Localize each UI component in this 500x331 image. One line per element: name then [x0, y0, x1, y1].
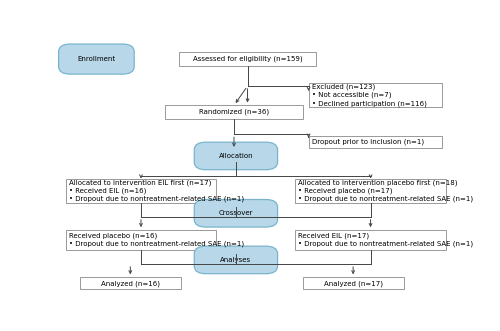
FancyBboxPatch shape: [66, 230, 216, 250]
FancyBboxPatch shape: [194, 246, 278, 274]
Text: Received placebo (n=16)
• Dropout due to nontreatment-related SAE (n=1): Received placebo (n=16) • Dropout due to…: [70, 233, 244, 248]
Text: Enrollment: Enrollment: [78, 56, 116, 62]
FancyBboxPatch shape: [179, 52, 316, 67]
FancyBboxPatch shape: [295, 230, 446, 250]
Text: Assessed for eligibility (n=159): Assessed for eligibility (n=159): [192, 56, 302, 62]
FancyBboxPatch shape: [295, 179, 446, 203]
Text: Analyzed (n=16): Analyzed (n=16): [101, 280, 160, 287]
Text: Analyzed (n=17): Analyzed (n=17): [324, 280, 382, 287]
Text: Dropout prior to inclusion (n=1): Dropout prior to inclusion (n=1): [312, 139, 424, 145]
Text: Crossover: Crossover: [218, 210, 253, 216]
Text: Received EIL (n=17)
• Dropout due to nontreatment-related SAE (n=1): Received EIL (n=17) • Dropout due to non…: [298, 233, 473, 248]
FancyBboxPatch shape: [58, 44, 134, 74]
Text: Allocation: Allocation: [218, 153, 253, 159]
FancyBboxPatch shape: [194, 200, 278, 227]
FancyBboxPatch shape: [308, 83, 442, 107]
FancyBboxPatch shape: [308, 136, 442, 148]
FancyBboxPatch shape: [165, 106, 303, 119]
FancyBboxPatch shape: [194, 142, 278, 170]
Text: Analyses: Analyses: [220, 257, 252, 263]
Text: Allocated to intervention placebo first (n=18)
• Received placebo (n=17)
• Dropo: Allocated to intervention placebo first …: [298, 179, 473, 202]
FancyBboxPatch shape: [80, 277, 180, 290]
FancyBboxPatch shape: [303, 277, 404, 290]
FancyBboxPatch shape: [66, 179, 216, 203]
Text: Excluded (n=123)
• Not accessible (n=7)
• Declined participation (n=116): Excluded (n=123) • Not accessible (n=7) …: [312, 84, 426, 107]
Text: Allocated to intervention EIL first (n=17)
• Received EIL (n=16)
• Dropout due t: Allocated to intervention EIL first (n=1…: [70, 179, 244, 202]
Text: Randomized (n=36): Randomized (n=36): [199, 109, 269, 115]
